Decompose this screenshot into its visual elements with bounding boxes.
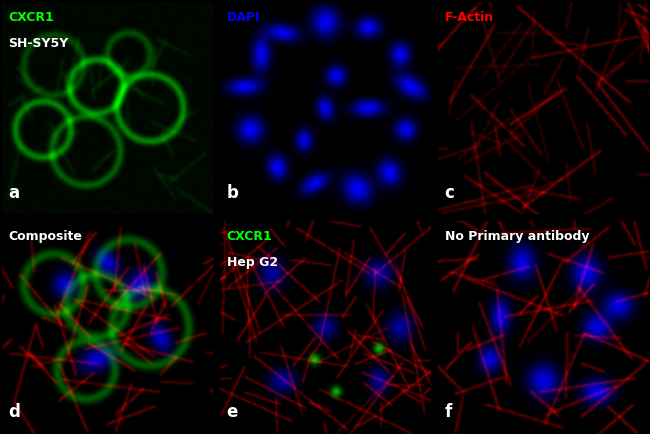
Text: No Primary antibody: No Primary antibody [445, 230, 590, 243]
Text: Composite: Composite [8, 230, 83, 243]
Text: Hep G2: Hep G2 [227, 256, 278, 269]
Text: CXCR1: CXCR1 [8, 11, 55, 24]
Text: b: b [227, 184, 239, 202]
Text: DAPI: DAPI [227, 11, 260, 24]
Text: F-Actin: F-Actin [445, 11, 494, 24]
Text: a: a [8, 184, 20, 202]
Text: d: d [8, 403, 20, 421]
Text: c: c [445, 184, 454, 202]
Text: SH-SY5Y: SH-SY5Y [8, 36, 69, 49]
Text: CXCR1: CXCR1 [227, 230, 272, 243]
Text: e: e [227, 403, 238, 421]
Text: f: f [445, 403, 452, 421]
